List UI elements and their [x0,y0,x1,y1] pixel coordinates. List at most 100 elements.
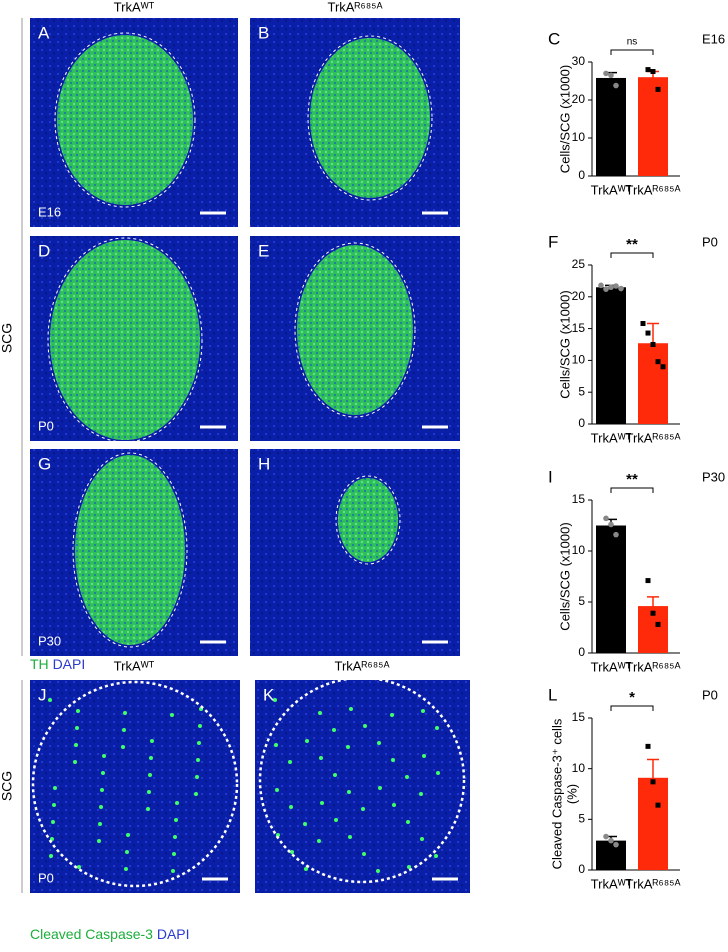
y-tick-label: 0 [578,862,585,876]
apoptotic-cell [170,713,174,717]
data-point [655,621,661,627]
data-point [608,284,614,291]
ganglion-stain [50,240,200,440]
x-tick-label: TrkAᵂᵀ [591,876,632,891]
y-axis-label: Cells/SCG (x1000) [557,65,572,173]
stain-counter: DAPI [157,926,190,942]
x-tick-label: TrkAᴿ⁶⁸⁵ᴬ [626,182,681,197]
apoptotic-cell [275,788,279,792]
ganglion-outline [258,676,466,884]
apoptotic-cell [122,728,126,732]
apoptotic-cell [173,835,177,839]
y-tick-label: 0 [578,168,585,182]
ganglion-outline [294,242,416,418]
apoptotic-cell [406,820,410,824]
y-axis-label-unit: (%) [564,784,579,804]
x-tick-label: TrkAᵂᵀ [591,659,632,674]
data-point [603,833,609,840]
bar [596,77,626,176]
apoptotic-cell [303,822,307,826]
ganglion-stain [57,35,193,205]
column-header: TrkAᴿ⁶⁸⁵ᴬ [335,658,390,673]
panel-letter: C [548,29,560,48]
data-point [650,610,656,616]
bar [596,287,626,424]
apoptotic-cell [436,771,440,775]
significance: ** [626,471,638,488]
apoptotic-cell [390,713,394,717]
stain-marker: TH [30,656,49,672]
micrograph [255,680,470,893]
y-axis-label: Cells/SCG (x1000) [557,290,572,398]
ganglion-stain [310,38,430,198]
x-tick-label: TrkAᴿ⁶⁸⁵ᴬ [626,876,681,891]
bar [596,840,626,870]
apoptotic-cell [290,850,294,854]
panel-letter: H [258,454,270,473]
panel-letter: D [38,241,50,260]
apoptotic-cell [175,801,179,805]
ganglion-outline [31,680,239,888]
y-tick-label: 15 [572,710,586,724]
stage-label: P30 [702,469,725,484]
y-tick-label: 0 [578,416,585,430]
apoptotic-cell [73,760,77,764]
stain-legend: TH DAPI [30,656,85,672]
apoptotic-cell [172,852,176,856]
apoptotic-cell [274,743,278,747]
data-point [618,285,624,292]
apoptotic-cell [48,698,52,702]
panel-letter: A [38,23,50,42]
apoptotic-cell [194,792,198,796]
apoptotic-cell [121,745,125,749]
apoptotic-cell [317,839,321,843]
data-point [645,330,651,336]
y-tick-label: 15 [572,321,586,335]
apoptotic-cell [101,771,105,775]
y-tick-label: 25 [572,257,586,271]
data-point [603,70,609,77]
significance-bracket [610,487,654,493]
data-point [613,841,619,848]
side-label: SCG [0,323,15,353]
y-tick-label: 10 [572,130,586,144]
panel-letter: G [38,454,51,473]
panel-letter: K [263,685,275,704]
data-point [650,779,656,785]
data-point [655,86,661,92]
significance: ns [627,37,638,48]
apoptotic-cell [147,790,151,794]
panel-letter: F [548,232,558,251]
stain-legend: Cleaved Caspase-3 DAPI [30,926,190,942]
apoptotic-cell [99,805,103,809]
apoptotic-cell [51,820,55,824]
apoptotic-cell [52,803,56,807]
apoptotic-cell [150,739,154,743]
apoptotic-cell [76,709,80,713]
data-point [650,69,656,74]
apoptotic-cell [407,865,411,869]
apoptotic-cell [363,724,367,728]
column-header: TrkAᵂᵀ [114,0,155,14]
y-tick-label: 10 [572,543,586,557]
apoptotic-cell [377,741,381,745]
apoptotic-cell [289,805,293,809]
apoptotic-cell [98,822,102,826]
ganglion-stain [338,478,398,562]
apoptotic-cell [349,707,353,711]
y-tick-label: 5 [578,812,585,826]
bar [638,77,668,176]
significance: ** [626,236,638,253]
y-tick-label: 20 [572,289,586,303]
x-tick-label: TrkAᵂᵀ [591,430,632,445]
y-tick-label: 30 [572,54,586,68]
apoptotic-cell [146,807,150,811]
data-point [613,531,619,538]
stage-label: P0 [38,418,54,433]
apoptotic-cell [318,711,322,715]
ganglion-stain [75,455,185,645]
apoptotic-cell [198,724,202,728]
y-tick-label: 0 [578,645,585,659]
data-point [645,67,651,73]
apoptotic-cell [419,792,423,796]
